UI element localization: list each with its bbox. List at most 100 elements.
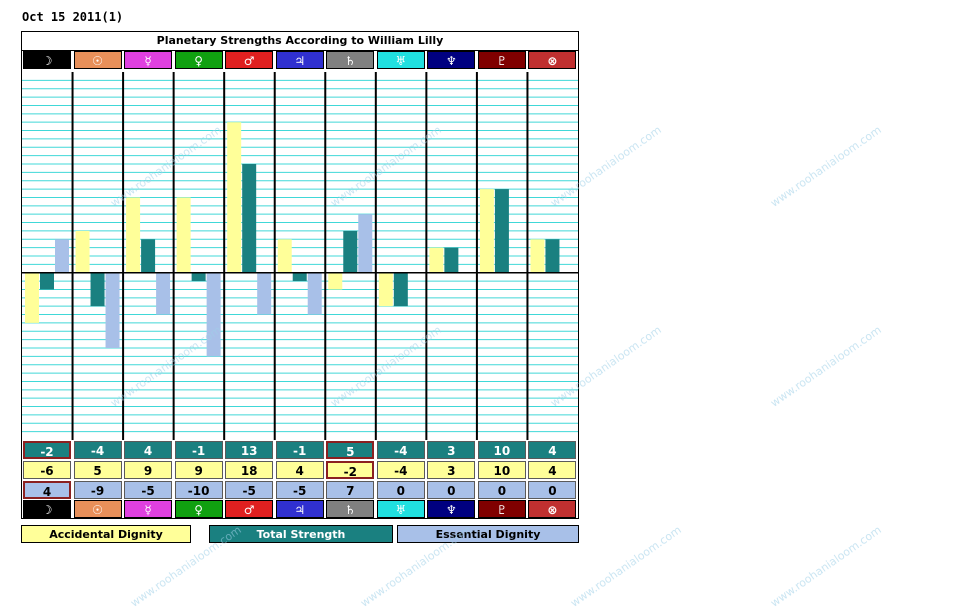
row-labels-accidental-cell-5: 4 bbox=[275, 461, 324, 479]
planet-symbol-7: ♅ bbox=[376, 51, 425, 69]
planet-symbol-3: ♀ bbox=[174, 51, 223, 69]
planet-symbol-10: ⊗ bbox=[528, 51, 577, 69]
planet-symbol-3: ♀ bbox=[174, 500, 223, 518]
bar-essential-dignity-0 bbox=[55, 239, 69, 273]
planet-symbol-1: ☉ bbox=[73, 500, 122, 518]
row-labels-total-cell-6: 5 bbox=[326, 441, 375, 459]
bar-total-strength-2 bbox=[141, 239, 156, 273]
bar-accidental-dignity-4 bbox=[227, 122, 242, 273]
row-labels-essential-cell-9: 0 bbox=[477, 481, 526, 499]
essential-dignity-row: 4 -9 -5 -10 -5 -5 7 0 0 0 0 bbox=[22, 481, 578, 499]
legend-essential-dignity: Essential Dignity bbox=[397, 525, 579, 543]
row-labels-essential-cell-5: -5 bbox=[275, 481, 324, 499]
row-labels-total-cell-9: 10 bbox=[477, 441, 526, 459]
watermark-text: www.roohanialoom.com bbox=[568, 523, 684, 610]
row-labels-essential-cell-3: -10 bbox=[174, 481, 223, 499]
row-labels-total-cell-8: 3 bbox=[427, 441, 476, 459]
bar-total-strength-1 bbox=[90, 272, 105, 307]
planet-footer-row: ☽ ☉ ☿ ♀ ♂ ♃ ♄ ♅ ♆ ♇ ⊗ bbox=[22, 500, 578, 518]
planet-symbol-9: ♇ bbox=[477, 500, 526, 518]
planet-symbol-7: ♅ bbox=[376, 500, 425, 518]
bar-accidental-dignity-10 bbox=[530, 239, 545, 273]
bar-accidental-dignity-5 bbox=[277, 239, 292, 273]
planet-symbol-5: ♃ bbox=[275, 500, 324, 518]
planet-symbol-4: ♂ bbox=[225, 500, 274, 518]
row-labels-accidental-cell-6: -2 bbox=[326, 461, 375, 479]
planet-symbol-0: ☽ bbox=[23, 51, 71, 69]
bar-essential-dignity-2 bbox=[156, 272, 171, 315]
chart-legend: Accidental Dignity Total Strength Essent… bbox=[21, 525, 581, 545]
bar-essential-dignity-1 bbox=[105, 272, 120, 348]
legend-total-strength: Total Strength bbox=[209, 525, 393, 543]
row-labels-total-cell-10: 4 bbox=[528, 441, 577, 459]
row-labels-accidental-cell-10: 4 bbox=[528, 461, 577, 479]
planet-symbol-8: ♆ bbox=[427, 51, 476, 69]
planet-symbol-2: ☿ bbox=[124, 500, 173, 518]
row-labels-total-cell-5: -1 bbox=[275, 441, 324, 459]
planet-symbol-6: ♄ bbox=[326, 51, 375, 69]
row-labels-essential-cell-8: 0 bbox=[427, 481, 476, 499]
bar-accidental-dignity-0 bbox=[25, 272, 39, 323]
planet-symbol-6: ♄ bbox=[326, 500, 375, 518]
row-labels-accidental-cell-7: -4 bbox=[376, 461, 425, 479]
bar-total-strength-8 bbox=[444, 247, 459, 273]
watermark-text: www.roohanialoom.com bbox=[768, 123, 884, 210]
bar-total-strength-7 bbox=[393, 272, 408, 307]
bar-accidental-dignity-7 bbox=[378, 272, 393, 307]
planet-symbol-1: ☉ bbox=[73, 51, 122, 69]
row-labels-total-cell-4: 13 bbox=[225, 441, 274, 459]
bar-accidental-dignity-8 bbox=[429, 247, 444, 273]
planet-symbol-10: ⊗ bbox=[528, 500, 577, 518]
planet-symbol-0: ☽ bbox=[23, 500, 71, 518]
planet-symbol-5: ♃ bbox=[275, 51, 324, 69]
bar-essential-dignity-5 bbox=[307, 272, 322, 315]
bar-total-strength-6 bbox=[343, 230, 358, 273]
row-labels-total-cell-7: -4 bbox=[376, 441, 425, 459]
accidental-dignity-row: -6 5 9 9 18 4 -2 -4 3 10 4 bbox=[22, 461, 578, 479]
watermark-text: www.roohanialoom.com bbox=[768, 523, 884, 610]
row-labels-accidental-cell-4: 18 bbox=[225, 461, 274, 479]
row-labels-total-cell-2: 4 bbox=[124, 441, 173, 459]
planet-symbol-8: ♆ bbox=[427, 500, 476, 518]
bar-accidental-dignity-9 bbox=[479, 189, 494, 273]
row-labels-essential-cell-2: -5 bbox=[124, 481, 173, 499]
bar-essential-dignity-4 bbox=[257, 272, 272, 315]
watermark-text: www.roohanialoom.com bbox=[768, 323, 884, 410]
row-labels-essential-cell-0: 4 bbox=[23, 481, 71, 499]
row-labels-essential-cell-1: -9 bbox=[73, 481, 122, 499]
total-strength-row: -2 -4 4 -1 13 -1 5 -4 3 10 4 bbox=[22, 441, 578, 459]
legend-accidental-dignity: Accidental Dignity bbox=[21, 525, 191, 543]
row-labels-total-cell-0: -2 bbox=[23, 441, 71, 459]
chart-date: Oct 15 2011(1) bbox=[22, 10, 124, 24]
bar-total-strength-3 bbox=[191, 272, 206, 282]
row-labels-total-cell-1: -4 bbox=[73, 441, 122, 459]
planet-symbol-9: ♇ bbox=[477, 51, 526, 69]
bar-essential-dignity-6 bbox=[358, 214, 373, 273]
bar-total-strength-10 bbox=[545, 239, 560, 273]
row-labels-accidental-cell-1: 5 bbox=[73, 461, 122, 479]
bar-accidental-dignity-6 bbox=[328, 272, 343, 290]
bar-chart-plot bbox=[22, 72, 578, 440]
bar-total-strength-5 bbox=[292, 272, 307, 282]
chart-title: Planetary Strengths According to William… bbox=[22, 32, 578, 51]
bar-total-strength-4 bbox=[242, 164, 257, 273]
bar-accidental-dignity-3 bbox=[176, 197, 191, 273]
row-labels-accidental-cell-2: 9 bbox=[124, 461, 173, 479]
row-labels-essential-cell-7: 0 bbox=[376, 481, 425, 499]
chart-frame: Planetary Strengths According to William… bbox=[21, 31, 579, 519]
row-labels-accidental-cell-0: -6 bbox=[23, 461, 71, 479]
bar-total-strength-0 bbox=[40, 272, 54, 290]
row-labels-essential-cell-6: 7 bbox=[326, 481, 375, 499]
row-labels-essential-cell-4: -5 bbox=[225, 481, 274, 499]
row-labels-accidental-cell-3: 9 bbox=[174, 461, 223, 479]
row-labels-accidental-cell-8: 3 bbox=[427, 461, 476, 479]
row-labels-accidental-cell-9: 10 bbox=[477, 461, 526, 479]
bar-total-strength-9 bbox=[494, 189, 509, 273]
planet-symbol-2: ☿ bbox=[124, 51, 173, 69]
planet-header-row: ☽ ☉ ☿ ♀ ♂ ♃ ♄ ♅ ♆ ♇ ⊗ bbox=[22, 51, 578, 69]
bar-accidental-dignity-2 bbox=[126, 197, 141, 273]
planet-symbol-4: ♂ bbox=[225, 51, 274, 69]
bar-accidental-dignity-1 bbox=[75, 230, 90, 273]
row-labels-total-cell-3: -1 bbox=[174, 441, 223, 459]
row-labels-essential-cell-10: 0 bbox=[528, 481, 577, 499]
